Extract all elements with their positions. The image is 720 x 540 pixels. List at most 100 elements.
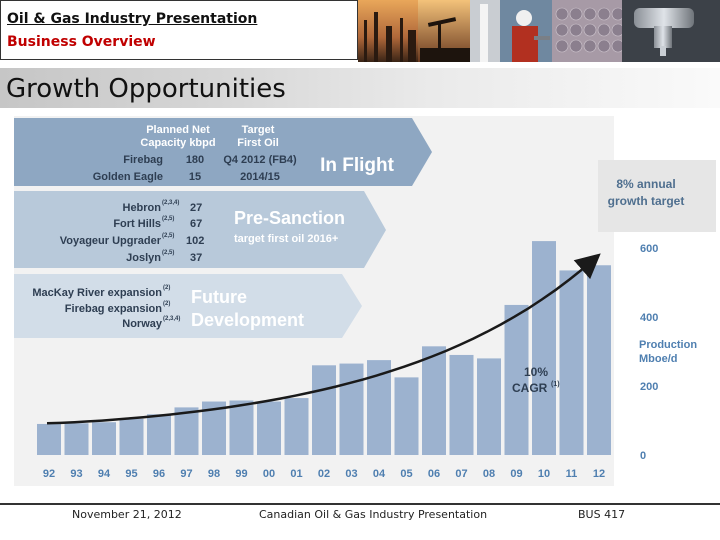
bar-06 — [422, 346, 446, 455]
bar-99 — [229, 400, 254, 455]
future-row-name: Firebag expansion — [65, 303, 162, 315]
future-row-sup: (2) — [163, 285, 170, 291]
x-axis-labels: 92 93 94 95 96 97 98 99 00 01 02 03 04 05 06 07 08 09 10 11… — [43, 468, 605, 480]
x-tick-label: 98 — [208, 468, 220, 480]
pre-sanction-row-name: Voyageur Upgrader — [60, 235, 162, 247]
pre-sanction-row-sup: (2,3,4) — [162, 200, 179, 206]
x-tick-label: 92 — [43, 468, 55, 480]
slide-title: Growth Opportunities — [6, 74, 286, 104]
footer-date: November 21, 2012 — [72, 508, 182, 521]
pre-sanction-row-name: Hebron — [123, 202, 162, 214]
x-tick-label: 07 — [455, 468, 467, 480]
cagr-label: CAGR — [512, 381, 548, 395]
in-flight-band — [14, 118, 432, 186]
in-flight-row-cap: 180 — [186, 154, 204, 166]
future-row-name: MacKay River expansion — [32, 287, 162, 299]
x-tick-label: 03 — [345, 468, 357, 480]
y-tick-label: 600 — [640, 243, 658, 255]
y-tick-label: 400 — [640, 312, 658, 324]
future-row-sup: (2,3,4) — [163, 316, 180, 322]
y-tick-label: 200 — [640, 381, 658, 393]
bar-96 — [147, 414, 171, 455]
pre-sanction-band — [14, 191, 386, 268]
bar-95 — [119, 418, 144, 455]
future-label-line1: Future — [191, 287, 247, 307]
x-tick-label: 99 — [235, 468, 247, 480]
footer-divider — [0, 503, 720, 505]
bar-07 — [449, 354, 474, 455]
in-flight-row-cap: 15 — [189, 171, 201, 183]
header-title: Oil & Gas Industry Presentation — [7, 11, 258, 27]
pre-sanction-row-sup: (2,5) — [162, 250, 174, 256]
in-flight-label: In Flight — [320, 155, 395, 176]
x-tick-label: 94 — [98, 468, 111, 480]
bar-05 — [394, 377, 419, 455]
pre-sanction-row-name: Joslyn — [126, 252, 161, 264]
pre-sanction-row-name: Fort Hills — [113, 218, 161, 230]
bar-12 — [587, 265, 611, 455]
x-tick-label: 96 — [153, 468, 165, 480]
bar-10 — [532, 241, 556, 455]
x-tick-label: 97 — [180, 468, 192, 480]
x-tick-label: 06 — [428, 468, 440, 480]
x-tick-label: 10 — [538, 468, 550, 480]
in-flight-row-date: 2014/15 — [240, 171, 280, 183]
col-header-first-oil-1: Target — [242, 124, 275, 136]
y-tick-label: 0 — [640, 450, 646, 462]
col-header-capacity-2: Capacity kbpd — [140, 137, 215, 149]
x-tick-label: 95 — [125, 468, 137, 480]
col-header-capacity-1: Planned Net — [146, 124, 210, 136]
x-tick-label: 00 — [263, 468, 275, 480]
cagr-value: 10% — [524, 365, 548, 379]
photo-collage — [358, 0, 720, 62]
pre-sanction-row-cap: 37 — [190, 252, 202, 264]
bar-11 — [559, 270, 584, 455]
x-tick-label: 01 — [290, 468, 302, 480]
x-tick-label: 08 — [483, 468, 495, 480]
pre-sanction-row-sup: (2,5) — [162, 233, 174, 239]
pre-sanction-label: Pre-Sanction — [234, 208, 345, 228]
bar-09 — [504, 304, 529, 455]
header-box: Oil & Gas Industry Presentation Business… — [0, 0, 358, 60]
bar-03 — [339, 363, 364, 455]
x-tick-label: 09 — [510, 468, 522, 480]
header-subtitle: Business Overview — [7, 34, 156, 50]
y-axis-title-line2: Mboe/d — [639, 353, 678, 365]
future-row-sup: (2) — [163, 301, 170, 307]
bar-00 — [257, 401, 281, 455]
bar-94 — [92, 422, 116, 455]
growth-trend-arrow — [46, 253, 601, 425]
production-chart: Planned Net Capacity kbpd Target First O… — [14, 116, 716, 486]
col-header-first-oil-2: First Oil — [237, 137, 279, 149]
x-tick-label: 05 — [400, 468, 412, 480]
in-flight-row-name: Golden Eagle — [93, 171, 163, 183]
bar-93 — [64, 423, 89, 455]
cagr-sup: (1) — [551, 381, 560, 388]
x-tick-label: 12 — [593, 468, 605, 480]
growth-target-line2: growth target — [608, 194, 685, 208]
bar-08 — [477, 358, 501, 455]
growth-target-box — [598, 160, 716, 232]
header-photo-strip — [358, 0, 720, 62]
bar-02 — [312, 365, 336, 455]
x-tick-label: 11 — [566, 468, 578, 480]
future-label-line2: Development — [191, 310, 304, 330]
y-axis-title-line1: Production — [639, 339, 697, 351]
pre-sanction-row-sup: (2,5) — [162, 216, 174, 222]
footer-code: BUS 417 — [578, 508, 626, 521]
x-tick-label: 93 — [70, 468, 82, 480]
bar-97 — [174, 407, 199, 455]
future-development-band — [14, 274, 362, 338]
pre-sanction-sublabel: target first oil 2016+ — [234, 233, 338, 245]
x-tick-label: 02 — [318, 468, 330, 480]
in-flight-row-date: Q4 2012 (FB4) — [223, 154, 297, 166]
title-bar — [0, 68, 720, 108]
pre-sanction-row-cap: 102 — [186, 235, 204, 247]
bar-01 — [284, 398, 309, 455]
pre-sanction-row-cap: 67 — [190, 218, 202, 230]
growth-target-line1: 8% annual — [616, 177, 675, 191]
y-axis-labels: 0 200 400 600 — [640, 243, 658, 462]
footer-title: Canadian Oil & Gas Industry Presentation — [259, 508, 488, 521]
bar-92 — [37, 423, 61, 455]
pre-sanction-row-cap: 27 — [190, 202, 202, 214]
